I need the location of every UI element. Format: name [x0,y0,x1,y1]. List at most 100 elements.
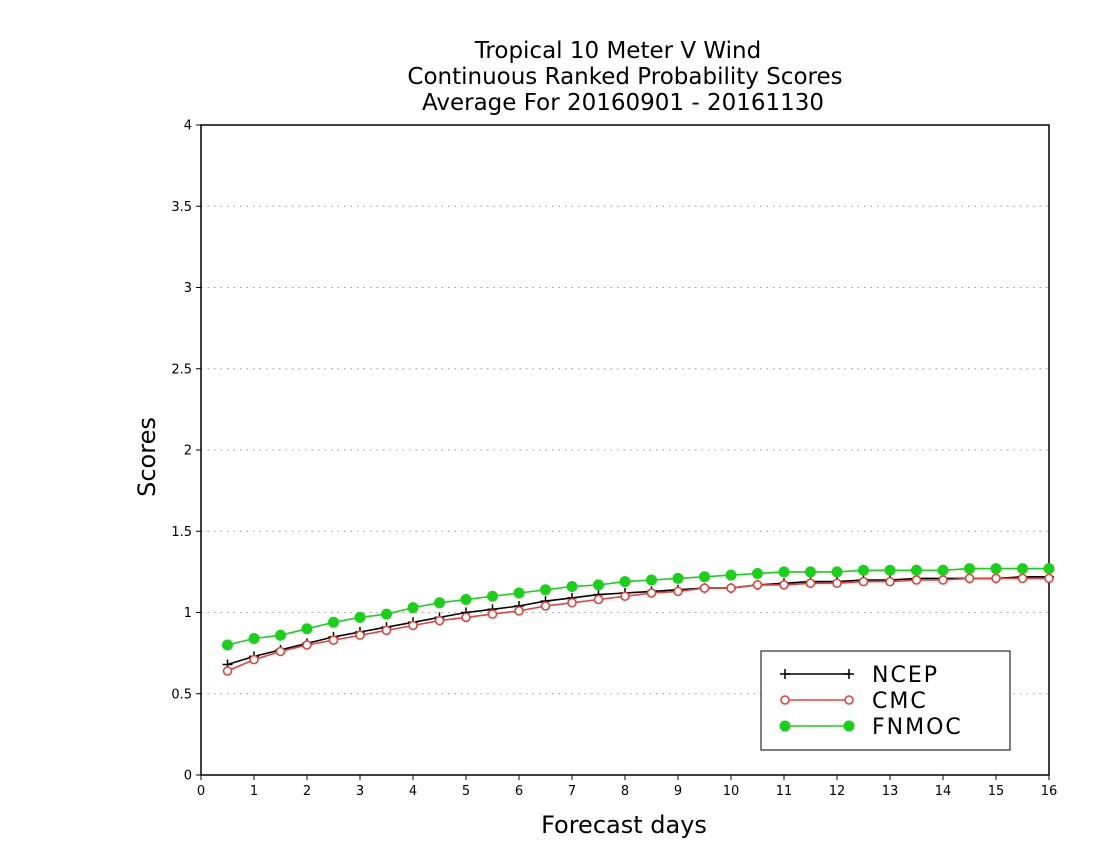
filled-circle-marker [646,574,657,586]
legend-entry-ncep: NCEP [780,663,939,688]
filled-circle-marker [381,608,392,620]
open-circle-marker [355,630,365,641]
open-circle-marker [381,625,392,636]
x-tick-label: 14 [935,784,952,799]
x-tick-label: 3 [356,784,364,799]
filled-circle-marker [858,564,869,576]
filled-circle-marker [566,581,578,592]
filled-circle-marker [937,564,949,576]
x-tick-label: 0 [197,784,205,799]
x-tick-label: 1 [250,784,258,799]
open-circle-marker [832,578,842,589]
filled-circle-marker [964,563,975,575]
open-circle-marker [514,606,524,616]
open-circle-marker [938,575,948,585]
open-circle-marker [620,591,630,602]
x-tick-label: 15 [988,784,1005,799]
open-circle-marker [434,615,445,626]
open-circle-marker [858,576,869,587]
open-circle-marker [408,620,418,631]
grid-lines [201,205,1049,695]
filled-circle-marker [779,720,791,732]
open-circle-marker [699,583,710,593]
filled-circle-marker [990,563,1002,575]
x-tick-label: 11 [776,784,793,799]
open-circle-marker [275,646,286,657]
filled-circle-marker [593,579,604,591]
filled-circle-marker [275,629,286,641]
open-circle-marker [249,654,259,665]
filled-circle-marker [725,569,737,581]
filled-circle-marker [222,639,233,651]
open-circle-marker [726,583,736,593]
x-tick-label: 7 [568,784,576,799]
filled-circle-marker [619,576,631,588]
y-tick-label: 1.5 [171,525,192,540]
filled-circle-marker [699,571,710,583]
open-circle-marker [964,573,975,584]
filled-circle-marker [778,566,790,578]
filled-circle-marker [301,623,313,635]
legend-entry-cmc: CMC [780,689,928,714]
y-tick-label: 0.5 [171,687,192,702]
open-circle-marker [991,573,1001,584]
y-tick-label: 2.5 [171,362,192,377]
open-circle-marker [328,635,339,645]
y-axis-label: Scores [133,417,161,497]
axis-ticks: 00.511.522.533.540 1 2 3 4 5 6 7 8 9 10 11 12 13 14 15 1… [171,119,1057,800]
x-tick-label: 9 [674,784,682,799]
y-tick-label: 1 [184,606,192,621]
open-circle-marker [302,640,312,650]
series-cmc [222,573,1054,676]
filled-circle-marker [1043,563,1055,575]
x-tick-label: 13 [882,784,899,799]
x-tick-label: 8 [621,784,629,799]
legend-label-cmc: CMC [872,689,928,714]
open-circle-marker [487,609,498,619]
open-circle-marker [567,597,577,608]
plus-marker [844,669,854,679]
filled-circle-marker [487,590,498,602]
open-circle-marker [222,666,233,676]
open-circle-marker [779,580,789,590]
filled-circle-marker [460,594,472,605]
open-circle-marker [752,580,763,590]
legend-label-ncep: NCEP [872,663,939,688]
legend-entry-fnmoc: FNMOC [779,715,961,740]
open-circle-marker [844,695,854,705]
filled-circle-marker [843,720,855,732]
filled-circle-marker [434,597,445,609]
plus-marker [780,669,790,679]
x-tick-label: 16 [1041,784,1058,799]
x-tick-label: 6 [515,784,523,799]
filled-circle-marker [540,584,551,596]
open-circle-marker [461,612,471,623]
filled-circle-marker [1017,563,1028,575]
series-fnmoc [222,563,1055,651]
x-tick-label: 12 [829,784,846,799]
x-tick-label: 5 [462,784,470,799]
y-tick-label: 4 [184,119,192,134]
filled-circle-marker [752,568,763,579]
open-circle-marker [646,588,657,598]
open-circle-marker [673,586,683,597]
filled-circle-marker [513,587,525,599]
x-tick-label: 2 [303,784,311,799]
open-circle-marker [805,578,816,589]
filled-circle-marker [248,633,260,644]
chart-title-line-1: Tropical 10 Meter V Wind [474,38,761,64]
filled-circle-marker [805,566,816,578]
x-tick-label: 10 [723,784,740,799]
y-tick-label: 0 [184,769,192,784]
filled-circle-marker [328,616,339,628]
chart-title-line-2: Continuous Ranked Probability Scores [407,64,842,90]
series-group [222,563,1055,676]
x-axis-label: Forecast days [541,811,707,839]
filled-circle-marker [354,611,366,623]
chart-title-line-3: Average For 20160901 - 20161130 [422,90,824,116]
open-circle-marker [885,576,895,587]
open-circle-marker [540,601,551,611]
